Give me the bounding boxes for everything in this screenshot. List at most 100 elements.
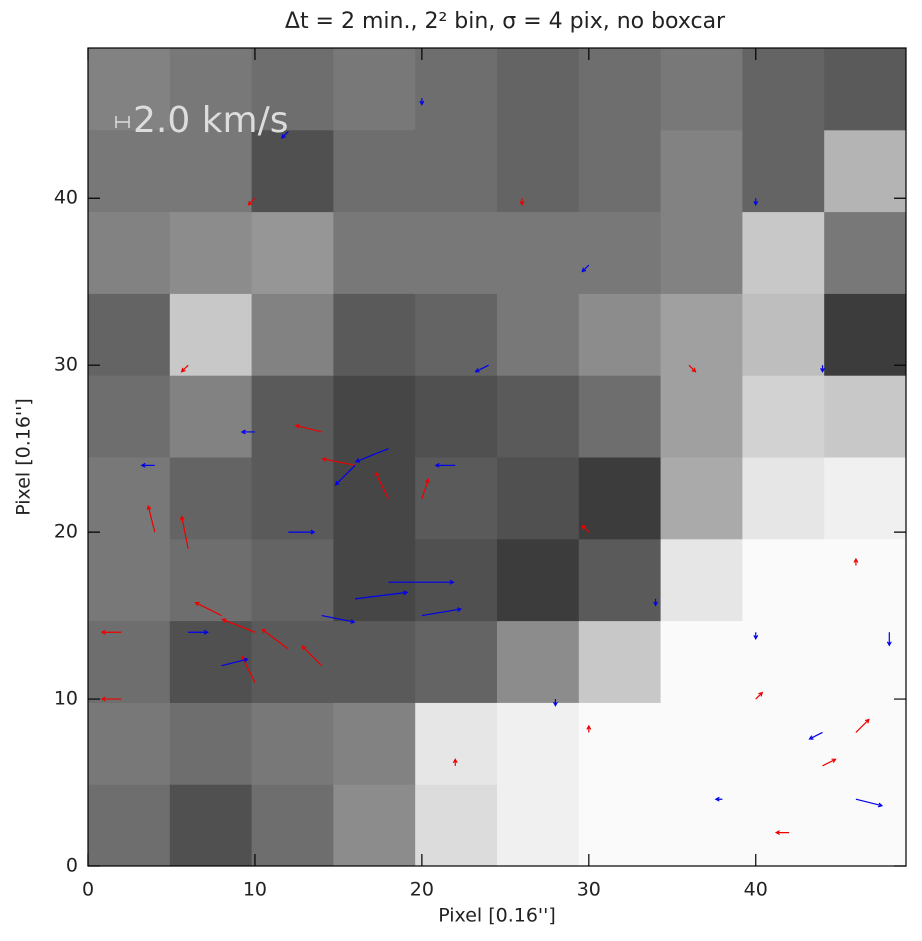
vector-arrow xyxy=(421,478,430,499)
image-cell xyxy=(742,620,825,703)
x-tick-label: 30 xyxy=(577,879,601,901)
image-cell xyxy=(169,457,253,540)
image-cell xyxy=(497,538,580,622)
image-cell xyxy=(824,129,907,213)
vector-arrow xyxy=(188,629,209,635)
image-cell xyxy=(88,620,171,703)
image-cell xyxy=(169,48,253,131)
x-tick-label: 20 xyxy=(410,879,434,901)
image-cell xyxy=(824,211,907,294)
image-cell xyxy=(333,538,416,622)
image-cell xyxy=(251,211,334,294)
image-cell xyxy=(824,293,907,376)
y-axis-label: Pixel [0.16''] xyxy=(13,398,35,516)
image-cell xyxy=(88,129,171,213)
image-cell xyxy=(333,784,416,867)
vector-arrow xyxy=(100,696,122,702)
y-tick-label: 20 xyxy=(54,521,78,543)
image-cell xyxy=(824,48,907,131)
scale-label: 2.0 km/s xyxy=(133,100,289,141)
image-cell xyxy=(88,784,171,867)
vector-arrow xyxy=(221,657,249,667)
vector-arrow xyxy=(581,264,590,273)
vector-arrow xyxy=(334,464,356,486)
image-cell xyxy=(824,538,907,622)
image-cell xyxy=(88,702,171,785)
image-cell xyxy=(660,293,743,376)
image-cell xyxy=(415,784,498,867)
x-tick-label: 40 xyxy=(744,879,768,901)
image-cell xyxy=(742,129,825,213)
image-cell xyxy=(497,375,580,458)
image-cell xyxy=(415,375,498,458)
image-cell xyxy=(824,784,907,867)
image-cell xyxy=(333,457,416,540)
image-cell xyxy=(251,48,334,131)
vector-arrow xyxy=(419,98,425,106)
image-cell xyxy=(660,129,743,213)
vector-arrow xyxy=(288,529,316,535)
vector-arrow xyxy=(552,699,558,707)
image-cell xyxy=(251,784,334,867)
vector-arrow xyxy=(452,758,458,766)
image-cell xyxy=(742,784,825,867)
image-cell xyxy=(497,211,580,294)
vector-arrow xyxy=(434,462,456,468)
image-cell xyxy=(88,211,171,294)
vector-arrow xyxy=(221,618,256,633)
image-cell xyxy=(660,48,743,131)
vector-arrow xyxy=(321,615,356,624)
image-cell xyxy=(660,784,743,867)
vector-arrow xyxy=(586,724,592,733)
image-cell xyxy=(333,702,416,785)
image-cell xyxy=(415,293,498,376)
vector-arrow xyxy=(855,718,870,733)
image-cell xyxy=(88,457,171,540)
vector-arrow xyxy=(822,758,837,767)
vector-arrow xyxy=(853,557,859,566)
image-cell xyxy=(415,211,498,294)
vector-arrow xyxy=(180,364,189,373)
image-cell xyxy=(169,620,253,703)
image-cell xyxy=(578,293,662,376)
image-cell xyxy=(88,538,171,622)
image-cell xyxy=(497,702,580,785)
image-cell xyxy=(415,702,498,785)
image-cell xyxy=(578,129,662,213)
chart-title: Δt = 2 min., 2² bin, σ = 4 pix, no boxca… xyxy=(285,9,726,34)
y-tick-label: 30 xyxy=(54,354,78,376)
image-cell xyxy=(88,293,171,376)
x-tick-label: 10 xyxy=(243,879,267,901)
vector-arrow xyxy=(146,504,156,533)
image-cell xyxy=(169,211,253,294)
vector-arrow xyxy=(240,429,255,435)
image-cell xyxy=(251,538,334,622)
image-cell xyxy=(824,620,907,703)
image-cell xyxy=(497,293,580,376)
vector-arrow xyxy=(354,448,389,463)
vector-arrow xyxy=(886,632,892,647)
image-cell xyxy=(251,129,334,213)
image-cell xyxy=(578,620,662,703)
scale-bar xyxy=(115,116,130,128)
image-cell xyxy=(415,129,498,213)
image-cell xyxy=(578,375,662,458)
vector-arrow xyxy=(581,524,590,533)
vector-arrow xyxy=(808,731,823,740)
vector-arrow xyxy=(280,131,289,139)
vector-arrow xyxy=(820,365,825,373)
x-tick-label: 0 xyxy=(82,879,94,901)
vector-arrow xyxy=(140,462,155,468)
image-cell xyxy=(169,702,253,785)
vector-arrow xyxy=(100,629,122,635)
vector-arrow xyxy=(301,645,323,667)
vector-arrow xyxy=(755,691,764,700)
image-cell xyxy=(660,211,743,294)
x-axis-label: Pixel [0.16''] xyxy=(438,905,556,927)
vector-arrow xyxy=(774,830,790,836)
image-cell xyxy=(660,457,743,540)
image-cell xyxy=(660,620,743,703)
vector-arrow xyxy=(355,590,409,600)
image-cell xyxy=(742,48,825,131)
